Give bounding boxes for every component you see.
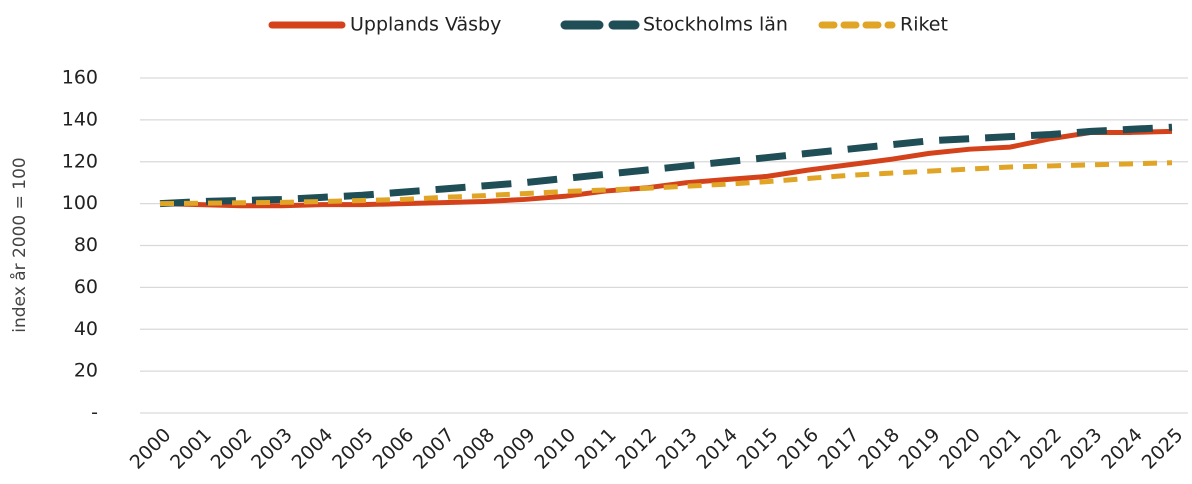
legend-label: Stockholms län [643, 14, 788, 36]
x-tick-label: 2010 [530, 424, 580, 474]
x-tick-label: 2019 [895, 424, 945, 474]
y-tick-label: - [91, 402, 98, 424]
y-tick-label: 20 [74, 360, 98, 382]
x-tick-label: 2002 [207, 424, 257, 474]
x-tick-label: 2025 [1138, 424, 1188, 474]
x-tick-label: 2024 [1097, 424, 1147, 474]
y-axis-label: index år 2000 = 100 [9, 157, 30, 333]
y-tick-label: 120 [62, 150, 98, 172]
legend-label: Riket [900, 14, 948, 36]
x-tick-label: 2004 [288, 424, 338, 474]
x-tick-label: 2013 [652, 424, 702, 474]
y-tick-label: 40 [74, 318, 98, 340]
x-tick-label: 2022 [1016, 424, 1066, 474]
x-tick-label: 2003 [247, 424, 297, 474]
series-line [159, 123, 1173, 208]
y-tick-label: 140 [62, 108, 98, 130]
legend-label: Upplands Väsby [350, 14, 501, 36]
x-tick-label: 2007 [409, 424, 459, 474]
x-tick-label: 2014 [692, 424, 742, 474]
x-tick-label: 2023 [1057, 424, 1107, 474]
x-tick-label: 2020 [935, 424, 985, 474]
x-tick-label: 2021 [976, 424, 1026, 474]
y-tick-label: 60 [74, 276, 98, 298]
y-tick-label: 100 [62, 192, 98, 214]
y-tick-label: 80 [74, 234, 98, 256]
x-tick-label: 2012 [611, 424, 661, 474]
series-line [159, 160, 1173, 207]
x-tick-label: 2017 [814, 424, 864, 474]
x-tick-label: 2016 [773, 424, 823, 474]
x-tick-label: 2000 [126, 424, 176, 474]
x-tick-label: 2006 [369, 424, 419, 474]
x-tick-label: 2011 [571, 424, 621, 474]
x-tick-label: 2015 [733, 424, 783, 474]
x-tick-label: 2005 [328, 424, 378, 474]
x-tick-label: 2009 [490, 424, 540, 474]
x-tick-label: 2008 [450, 424, 500, 474]
x-tick-label: 2001 [166, 424, 216, 474]
y-tick-label: 160 [62, 67, 98, 89]
x-tick-label: 2018 [854, 424, 904, 474]
